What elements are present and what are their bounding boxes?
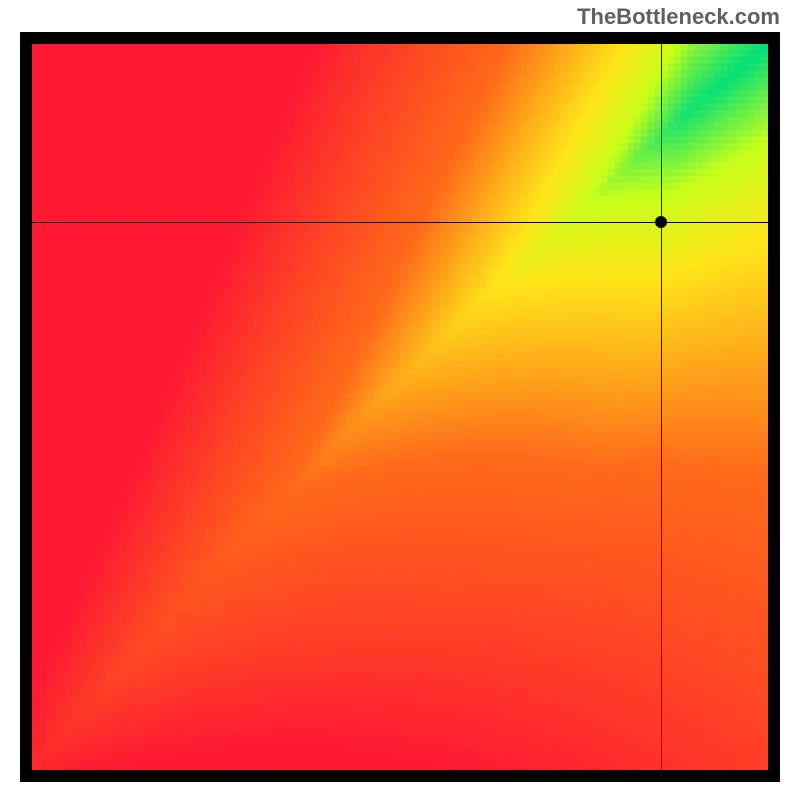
attribution-text: TheBottleneck.com	[577, 4, 780, 30]
bottleneck-heatmap	[32, 44, 768, 770]
plot-frame	[20, 32, 780, 782]
chart-container: TheBottleneck.com	[0, 0, 800, 800]
crosshair-marker	[655, 216, 667, 228]
crosshair-vertical	[661, 44, 662, 770]
